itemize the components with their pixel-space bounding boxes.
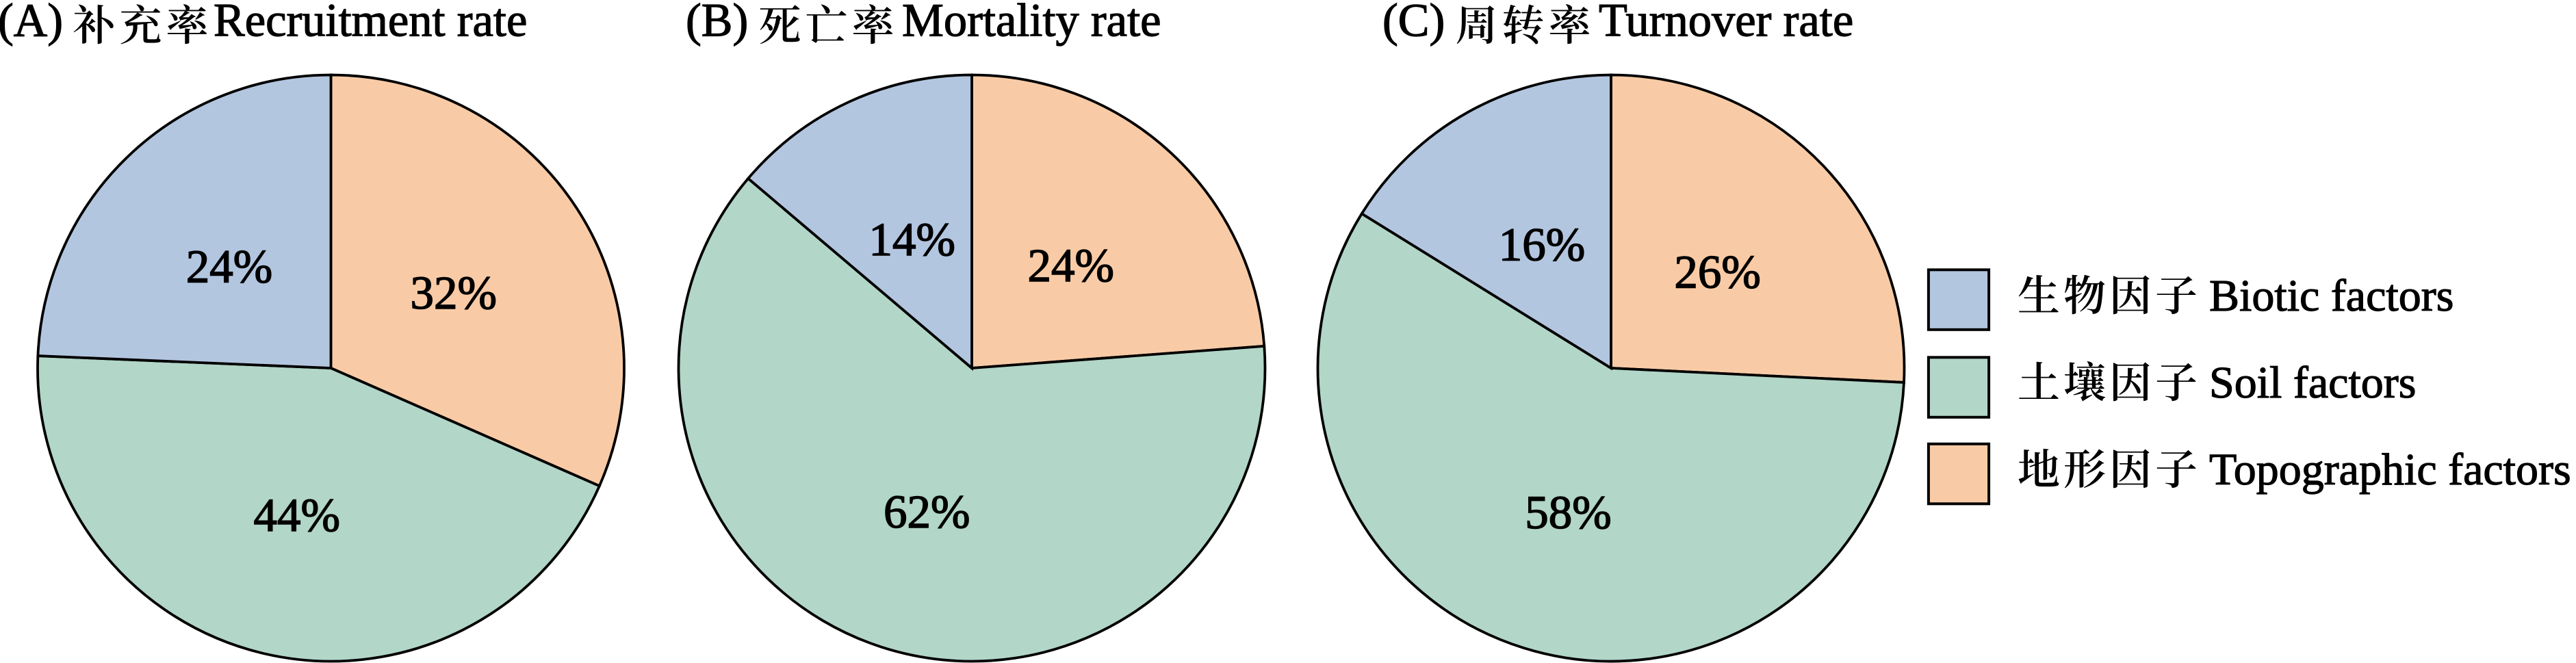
svg-text:Turnover rate: Turnover rate — [1599, 0, 1853, 47]
svg-text:24%: 24% — [1027, 239, 1113, 291]
svg-text:Mortality rate: Mortality rate — [902, 0, 1161, 47]
svg-text:58%: 58% — [1525, 486, 1611, 538]
svg-text:24%: 24% — [186, 241, 272, 293]
svg-text:26%: 26% — [1674, 246, 1760, 298]
svg-text:Topographic factors: Topographic factors — [2209, 445, 2571, 495]
svg-text:62%: 62% — [884, 486, 970, 538]
svg-text:(C): (C) — [1382, 0, 1445, 47]
svg-text:44%: 44% — [254, 489, 340, 541]
svg-text:Soil factors: Soil factors — [2209, 358, 2416, 408]
svg-text:Recruitment rate: Recruitment rate — [214, 0, 527, 47]
svg-text:14%: 14% — [869, 213, 955, 265]
svg-text:Biotic factors: Biotic factors — [2209, 271, 2453, 321]
svg-text:16%: 16% — [1499, 219, 1585, 271]
svg-text:(B): (B) — [686, 0, 748, 47]
svg-text:32%: 32% — [410, 267, 496, 319]
svg-text:(A): (A) — [0, 0, 63, 47]
